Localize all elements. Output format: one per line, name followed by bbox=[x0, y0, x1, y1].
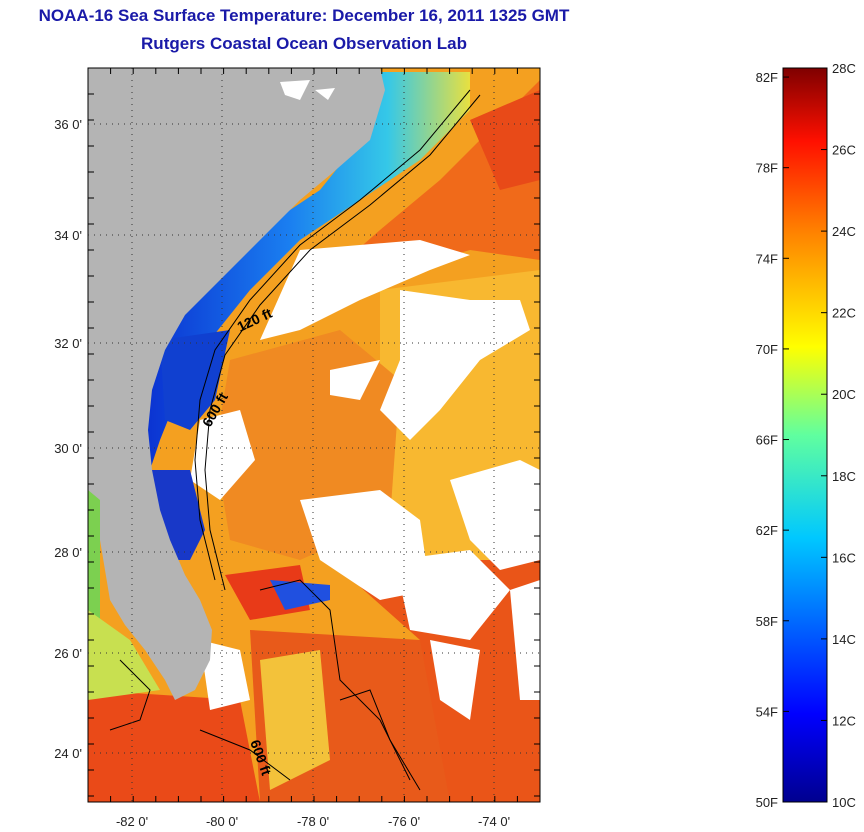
fahrenheit-labels: 82F 78F 74F 70F 66F 62F 58F 54F 50F bbox=[756, 70, 778, 810]
colorbar-celsius-label: 14C bbox=[832, 632, 856, 647]
lat-label: 32 0' bbox=[54, 336, 82, 351]
lat-label: 28 0' bbox=[54, 545, 82, 560]
lon-label: -82 0' bbox=[116, 814, 148, 829]
lon-label: -76 0' bbox=[388, 814, 420, 829]
colorbar-celsius-label: 10C bbox=[832, 795, 856, 810]
cold-coastal-water bbox=[140, 72, 470, 470]
lon-label: -78 0' bbox=[297, 814, 329, 829]
celsius-labels: 28C 26C 24C 22C 20C 18C 16C 14C 12C 10C bbox=[832, 61, 856, 810]
lat-label: 30 0' bbox=[54, 441, 82, 456]
colorbar-celsius-label: 24C bbox=[832, 224, 856, 239]
colorbar-celsius-label: 28C bbox=[832, 61, 856, 76]
axis-ticks bbox=[87, 67, 540, 802]
colorbar-ticks bbox=[783, 67, 827, 803]
colorbar-celsius-label: 16C bbox=[832, 550, 856, 565]
map-field bbox=[88, 68, 540, 802]
colorbar-fahrenheit-label: 62F bbox=[756, 523, 778, 538]
colorbar-fahrenheit-label: 66F bbox=[756, 433, 778, 448]
southern-warm bbox=[88, 690, 260, 802]
colorbar-fahrenheit-label: 78F bbox=[756, 161, 778, 176]
colorbar-fahrenheit-label: 54F bbox=[756, 704, 778, 719]
graticule bbox=[88, 68, 540, 802]
colorbar-celsius-label: 12C bbox=[832, 713, 856, 728]
colorbar-celsius-label: 22C bbox=[832, 306, 856, 321]
depth-contours bbox=[109, 89, 481, 791]
colorbar-celsius-label: 18C bbox=[832, 469, 856, 484]
lat-label: 36 0' bbox=[54, 117, 82, 132]
map-title: NOAA-16 Sea Surface Temperature: Decembe… bbox=[38, 6, 570, 25]
lat-label: 34 0' bbox=[54, 228, 82, 243]
colorbar-fahrenheit-label: 82F bbox=[756, 70, 778, 85]
map-subtitle: Rutgers Coastal Ocean Observation Lab bbox=[141, 34, 467, 53]
colorbar-celsius-label: 26C bbox=[832, 143, 856, 158]
colorbar-fahrenheit-label: 70F bbox=[756, 342, 778, 357]
colorbar-fahrenheit-label: 58F bbox=[756, 614, 778, 629]
longitude-labels: -82 0' -80 0' -78 0' -76 0' -74 0' bbox=[116, 814, 510, 829]
lat-label: 24 0' bbox=[54, 746, 82, 761]
colorbar-gradient bbox=[782, 67, 828, 803]
lat-label: 26 0' bbox=[54, 646, 82, 661]
colorbar-fahrenheit-label: 50F bbox=[756, 795, 778, 810]
latitude-labels: 36 0' 34 0' 32 0' 30 0' 28 0' 26 0' 24 0… bbox=[54, 117, 82, 761]
lon-label: -74 0' bbox=[478, 814, 510, 829]
lon-label: -80 0' bbox=[206, 814, 238, 829]
colorbar-celsius-label: 20C bbox=[832, 387, 856, 402]
colorbar-fahrenheit-label: 74F bbox=[756, 251, 778, 266]
florida-landmass bbox=[88, 68, 385, 700]
